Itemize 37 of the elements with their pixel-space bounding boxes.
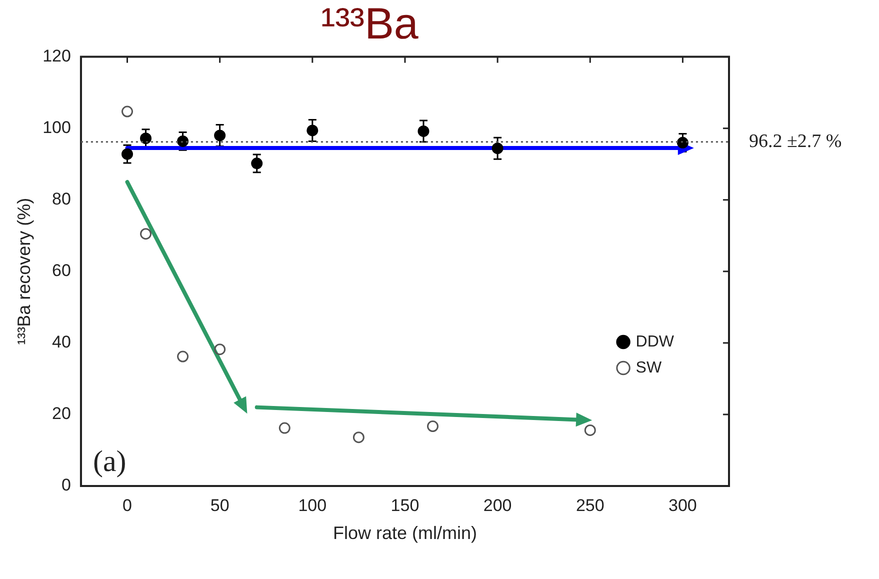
x-axis-title: Flow rate (ml/min)	[332, 523, 477, 544]
point	[278, 422, 290, 434]
x-tick-label: 200	[483, 496, 512, 515]
y-tick-label: 40	[52, 332, 71, 352]
point	[122, 106, 133, 118]
point	[306, 124, 318, 136]
x-tick-label: 0	[122, 496, 132, 515]
point	[427, 420, 439, 432]
point	[251, 158, 263, 170]
point	[214, 130, 226, 142]
x-tick-label: 100	[298, 496, 327, 515]
point	[177, 350, 189, 362]
x-tick-label: 150	[390, 496, 420, 515]
x-tick-label: 300	[668, 496, 697, 515]
y-tick-label: 120	[42, 46, 71, 66]
y-tick-label: 80	[52, 190, 71, 209]
point	[140, 228, 152, 240]
point	[214, 344, 226, 356]
ref-line-label: 96.2 ±2.7 %	[749, 130, 842, 152]
point	[418, 125, 430, 137]
point	[140, 132, 152, 144]
x-tick-label: 250	[576, 496, 604, 515]
y-tick-label: 20	[52, 404, 71, 424]
chart-title: ¹³³Ba	[320, 0, 419, 49]
point	[122, 148, 133, 160]
x-tick-label: 50	[210, 496, 230, 515]
y-tick-label: 0	[61, 476, 71, 495]
point	[177, 135, 189, 147]
y-tick-label: 60	[52, 261, 71, 280]
legend-label: DDW	[636, 333, 675, 350]
y-tick-label: 100	[42, 118, 71, 138]
point	[492, 142, 504, 154]
y-axis-title: ¹³³Ba recovery (%)	[14, 198, 34, 345]
point	[352, 432, 364, 444]
legend-label: SW	[636, 359, 662, 376]
point	[584, 424, 596, 436]
annotation: (a)	[92, 444, 126, 478]
